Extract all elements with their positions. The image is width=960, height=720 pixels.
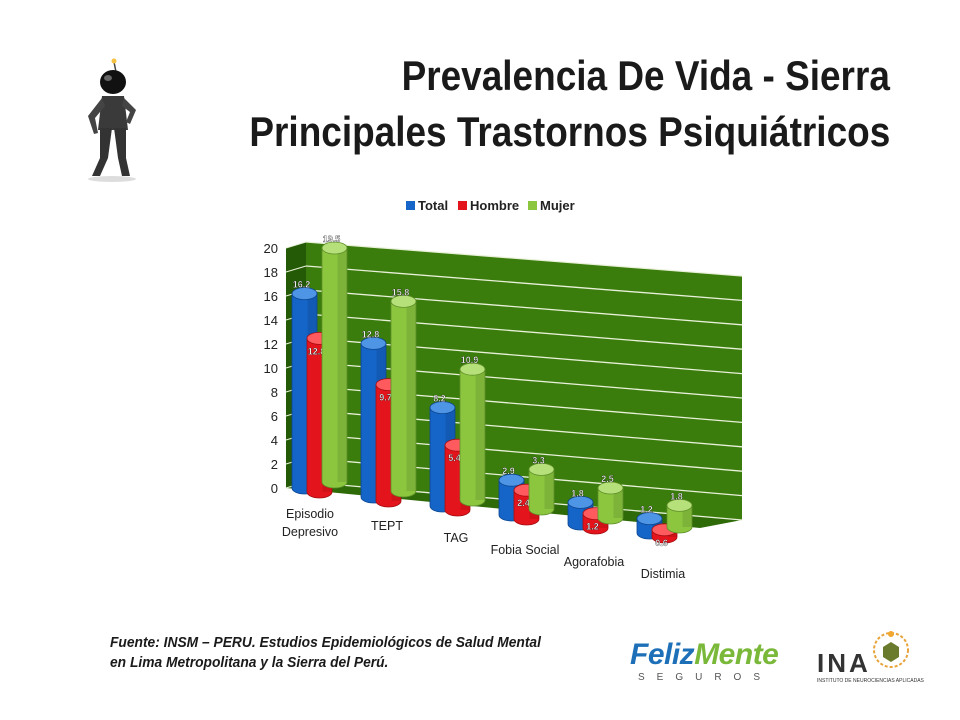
data-label: 1.2 xyxy=(586,522,599,532)
data-label: 2.4 xyxy=(517,498,530,508)
legend-swatch xyxy=(406,201,415,210)
ina-logo-sub: INSTITUTO DE NEUROCIENCIAS APLICADAS xyxy=(817,678,924,684)
felizmente-logo: FelizMente SEGUROS xyxy=(630,638,779,684)
y-tick-label: 14 xyxy=(264,313,278,328)
ina-logo-letters: INA xyxy=(817,648,871,678)
bar-mujer xyxy=(666,498,693,534)
y-tick-label: 8 xyxy=(271,385,278,400)
bar-mujer xyxy=(390,295,417,498)
category-label: Agorafobia xyxy=(564,555,625,569)
legend-label: Hombre xyxy=(470,198,519,213)
y-tick-label: 10 xyxy=(264,361,278,376)
category-label: TEPT xyxy=(371,519,403,533)
data-label: 5.4 xyxy=(448,453,461,463)
y-tick-label: 18 xyxy=(264,265,278,280)
y-tick-label: 6 xyxy=(271,409,278,424)
bar-mujer xyxy=(528,462,555,516)
legend-label: Mujer xyxy=(540,198,575,213)
data-label: 12.8 xyxy=(362,329,380,339)
felizmente-logo-sub: SEGUROS xyxy=(638,672,773,683)
legend-swatch xyxy=(528,201,537,210)
gridline xyxy=(305,289,743,326)
legend-swatch xyxy=(458,201,467,210)
y-tick-label: 20 xyxy=(264,241,278,256)
gridline xyxy=(285,241,307,249)
data-label: 16.2 xyxy=(293,280,311,290)
y-tick-label: 2 xyxy=(271,457,278,472)
data-label: 19.5 xyxy=(323,234,341,244)
data-label: 2.5 xyxy=(601,474,614,484)
data-label: 1.8 xyxy=(571,488,584,498)
gridline xyxy=(305,265,743,302)
data-label: 9.7 xyxy=(379,393,392,403)
data-label: 10.9 xyxy=(461,355,479,365)
gridline xyxy=(305,241,743,277)
ina-logo: INA INSTITUTO DE NEUROCIENCIAS APLICADAS xyxy=(815,628,924,688)
slide-title: Prevalencia De Vida - Sierra xyxy=(401,52,890,99)
ina-hexagon-icon xyxy=(873,631,909,668)
gridline xyxy=(285,265,307,273)
data-label: 15.8 xyxy=(392,287,410,297)
prevalence-bar-chart: 0 2 4 6 8 10 12 14 16 18 20 16.2 12.8 19.5 Episodio Dep… xyxy=(264,198,743,581)
felizmente-logo-word2: Mente xyxy=(694,638,779,671)
bar-mujer xyxy=(459,362,486,507)
data-label: 1.8 xyxy=(670,491,683,501)
category-label: TAG xyxy=(444,531,469,545)
y-tick-label: 4 xyxy=(271,433,278,448)
slide-subtitle: Principales Trastornos Psiquiátricos xyxy=(249,108,890,155)
felizmente-logo-word1: Feliz xyxy=(630,638,695,671)
category-label: Episodio xyxy=(286,507,334,521)
category-label: Depresivo xyxy=(282,525,338,539)
category-label: Fobia Social xyxy=(491,543,560,557)
bomb-head-figure-icon xyxy=(88,58,136,182)
data-label: 12.8 xyxy=(308,346,326,356)
category-label: Distimia xyxy=(641,567,685,581)
gridline xyxy=(305,313,743,350)
data-label: 1.2 xyxy=(640,505,653,515)
data-label: 2.9 xyxy=(502,466,515,476)
y-tick-label: 12 xyxy=(264,337,278,352)
source-note: Fuente: INSM – PERU. Estudios Epidemioló… xyxy=(110,634,541,671)
data-label: 3.3 xyxy=(532,455,545,465)
y-tick-label: 16 xyxy=(264,289,278,304)
y-tick-label: 0 xyxy=(271,481,278,496)
legend-label: Total xyxy=(418,198,448,213)
bar-mujer xyxy=(321,241,348,489)
bar-mujer xyxy=(597,481,624,525)
data-label: 0.6 xyxy=(655,538,668,548)
data-label: 8.2 xyxy=(433,394,446,404)
